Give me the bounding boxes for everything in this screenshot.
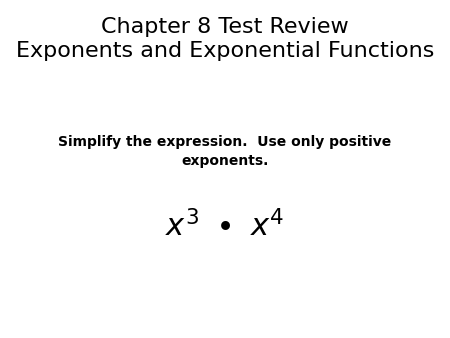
Text: $x^3\ \bullet\ x^4$: $x^3\ \bullet\ x^4$ (165, 210, 285, 242)
Text: Simplify the expression.  Use only positive
exponents.: Simplify the expression. Use only positi… (58, 135, 392, 168)
Text: Chapter 8 Test Review
Exponents and Exponential Functions: Chapter 8 Test Review Exponents and Expo… (16, 17, 434, 61)
